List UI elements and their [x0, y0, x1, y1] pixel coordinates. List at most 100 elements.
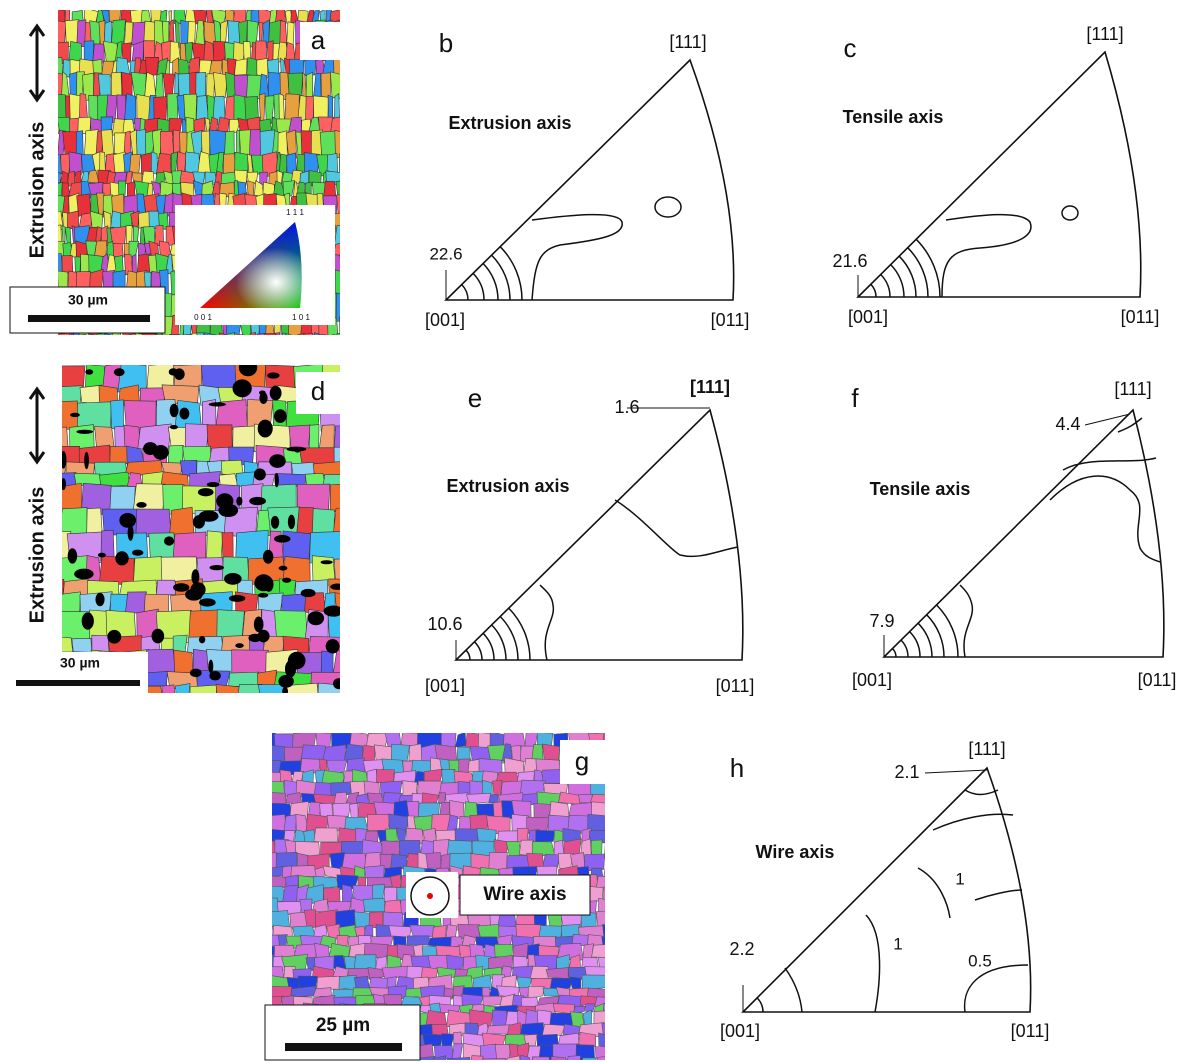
grain	[272, 814, 287, 833]
pore	[143, 442, 158, 456]
grain	[174, 19, 180, 49]
grain	[282, 332, 287, 335]
contour	[1061, 205, 1079, 221]
pore	[136, 501, 147, 508]
grain	[455, 733, 467, 748]
axis-label: Wire axis	[483, 884, 566, 905]
pole-figure	[741, 766, 1032, 1013]
grain	[334, 558, 340, 586]
grain	[129, 153, 141, 175]
contour-label: 22.6	[429, 244, 462, 263]
ebsd-map-d	[62, 365, 340, 693]
grain	[482, 995, 503, 1007]
pole-figure	[454, 408, 744, 661]
grain	[61, 255, 74, 274]
grain	[567, 1055, 581, 1060]
grain	[234, 58, 248, 76]
corner-label: [111]	[1114, 379, 1151, 399]
contour	[865, 914, 881, 1013]
panel-letter: c	[844, 33, 857, 63]
grain	[354, 865, 366, 878]
corner-label: [001]	[852, 670, 892, 690]
contour-label: 2.2	[729, 939, 754, 959]
contour	[917, 867, 951, 919]
contour	[891, 647, 897, 658]
pore	[269, 454, 286, 468]
pore	[278, 674, 294, 688]
pore	[253, 468, 266, 481]
pore	[287, 514, 296, 530]
grain	[601, 1022, 605, 1036]
color-key-white	[200, 222, 302, 308]
pore	[269, 385, 282, 401]
pore	[81, 612, 94, 630]
contour	[531, 213, 623, 301]
grain	[175, 683, 191, 693]
grain	[335, 180, 340, 199]
grain	[58, 332, 70, 335]
key-label: 1 1 1	[286, 208, 304, 217]
pore	[282, 577, 292, 583]
pole-figure-title: Tensile axis	[843, 107, 944, 127]
grain	[581, 974, 605, 991]
pore	[62, 478, 66, 491]
pore	[224, 573, 242, 585]
corner-label: [001]	[720, 1021, 760, 1041]
pore	[208, 659, 214, 674]
pore	[206, 482, 220, 488]
contour	[926, 614, 945, 658]
grain	[218, 332, 225, 335]
grain	[303, 333, 314, 335]
grain	[305, 71, 314, 101]
contour-label: 1	[893, 934, 902, 953]
grain	[83, 40, 95, 62]
axis-background	[10, 10, 58, 278]
contour	[472, 272, 485, 301]
contour-label: 7.9	[869, 611, 894, 631]
contour	[499, 615, 519, 661]
grain	[603, 868, 605, 877]
corner-label: [111]	[669, 32, 706, 52]
pore	[278, 565, 288, 571]
grain	[405, 987, 423, 998]
pole-figure	[882, 408, 1165, 658]
grain	[127, 332, 138, 335]
contour-label: 21.6	[832, 251, 867, 271]
triangle-outline	[856, 50, 1142, 298]
contour	[1062, 457, 1157, 471]
grain	[431, 925, 447, 940]
pore	[235, 643, 244, 649]
pore	[76, 429, 94, 434]
pore	[62, 450, 67, 469]
grain	[234, 333, 246, 335]
grain	[111, 19, 126, 47]
grain	[285, 682, 319, 693]
contour	[974, 889, 1023, 901]
contour	[784, 967, 803, 1013]
pore	[300, 588, 316, 598]
scale-bar	[28, 315, 150, 322]
grain	[591, 944, 605, 958]
pore	[307, 611, 325, 626]
contour	[499, 246, 523, 301]
grain	[126, 181, 136, 198]
grain	[582, 1057, 597, 1060]
scale-bar	[16, 680, 140, 686]
pore	[199, 598, 216, 607]
grain	[486, 1024, 510, 1035]
scale-bar-box	[9, 286, 166, 334]
contour	[909, 631, 921, 658]
pore	[191, 569, 200, 585]
pore	[168, 368, 178, 376]
pore	[257, 592, 269, 598]
panel-letter: h	[730, 753, 744, 783]
scale-bar-label: 30 µm	[60, 655, 100, 671]
letter-box	[560, 740, 605, 784]
pore	[190, 582, 206, 598]
contour	[941, 213, 1032, 298]
grain	[104, 333, 113, 335]
grain	[222, 153, 236, 175]
grain	[531, 1056, 550, 1060]
pole-figure-title: Extrusion axis	[446, 476, 569, 496]
